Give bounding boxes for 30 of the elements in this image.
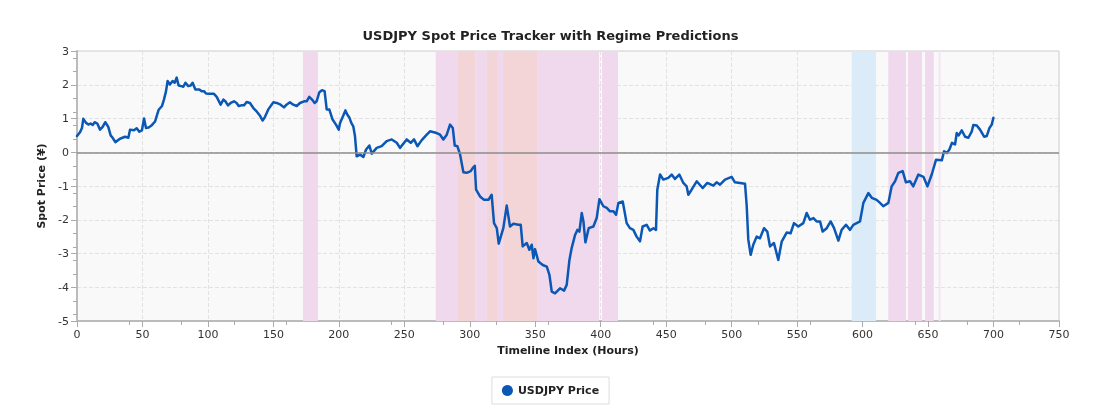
- y-tick-label: -4: [58, 280, 69, 294]
- chart-title: USDJPY Spot Price Tracker with Regime Predictions: [362, 28, 739, 43]
- x-tick-label: 50: [135, 328, 150, 341]
- x-tick-label: 400: [590, 328, 612, 341]
- x-tick-label: 250: [393, 328, 415, 341]
- x-tick-label: 100: [197, 328, 219, 341]
- x-tick-label: 450: [655, 328, 677, 341]
- y-tick-label: -2: [58, 213, 69, 227]
- x-tick-label: 650: [917, 328, 939, 341]
- x-axis-title: Timeline Index (Hours): [497, 344, 639, 357]
- x-tick-label: 750: [1048, 328, 1070, 341]
- y-tick-label: 0: [62, 145, 69, 159]
- x-tick-label: 600: [852, 328, 874, 341]
- line-series: [75, 76, 995, 295]
- x-tick-label: 150: [262, 328, 284, 341]
- x-tick-label: 0: [73, 328, 81, 341]
- x-tick-label: 550: [786, 328, 808, 341]
- x-tick-label: 350: [524, 328, 546, 341]
- x-tick-label: 300: [459, 328, 481, 341]
- y-tick-label: 2: [62, 78, 69, 92]
- y-tick-label: 3: [62, 44, 69, 58]
- y-tick-label: -3: [58, 247, 69, 260]
- y-tick-label: 1: [62, 112, 69, 125]
- x-tick-label: 700: [983, 328, 1005, 341]
- y-axis-title: Spot Price (¥): [35, 143, 49, 229]
- x-tick-label: 200: [328, 328, 350, 341]
- y-tick-label: -5: [58, 314, 69, 328]
- x-tick-label: 500: [721, 328, 743, 341]
- y-tick-label: -1: [58, 179, 69, 193]
- legend-label: USDJPY Price: [517, 384, 600, 397]
